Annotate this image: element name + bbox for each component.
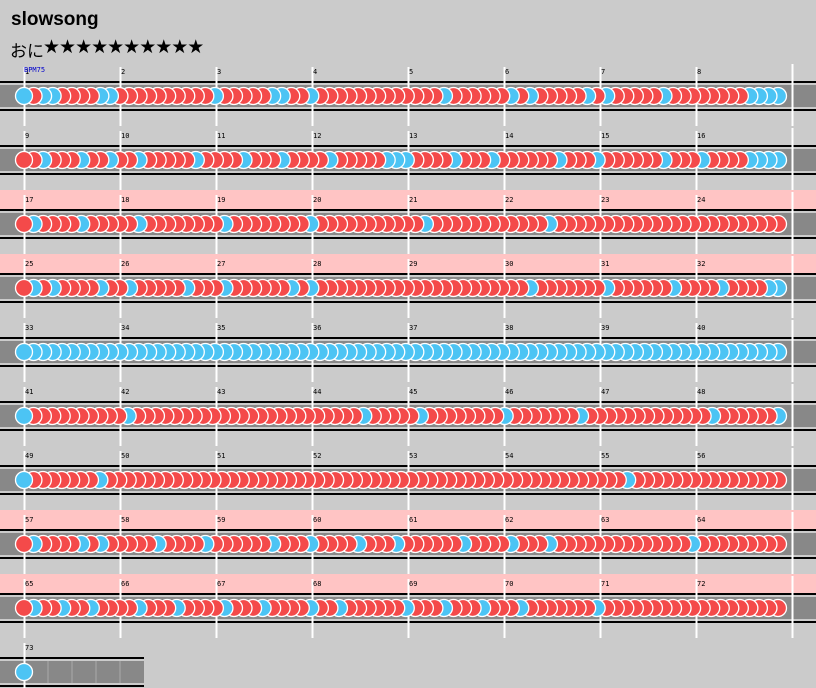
measure-number: 60 bbox=[313, 516, 321, 524]
don-note bbox=[14, 534, 34, 554]
ka-note bbox=[14, 470, 34, 490]
measure-number: 30 bbox=[505, 260, 513, 268]
measure-number: 51 bbox=[217, 452, 225, 460]
measure-number: 15 bbox=[601, 132, 609, 140]
measure-number: 32 bbox=[697, 260, 705, 268]
measure-number: 72 bbox=[697, 580, 705, 588]
bpm-label: BPM75 bbox=[24, 66, 45, 74]
measure-number: 28 bbox=[313, 260, 321, 268]
chart-row: 73 bbox=[0, 643, 144, 688]
measure-number: 29 bbox=[409, 260, 417, 268]
measure-number: 36 bbox=[313, 324, 321, 332]
measure-number: 44 bbox=[313, 388, 321, 396]
measure-number: 42 bbox=[121, 388, 129, 396]
measure-number: 37 bbox=[409, 324, 417, 332]
measure-number: 73 bbox=[25, 644, 33, 652]
measure-number: 14 bbox=[505, 132, 513, 140]
measure-number: 45 bbox=[409, 388, 417, 396]
measure-number: 10 bbox=[121, 132, 129, 140]
measure-number: 16 bbox=[697, 132, 705, 140]
don-note bbox=[14, 214, 34, 234]
measure-number: 71 bbox=[601, 580, 609, 588]
don-note bbox=[14, 150, 34, 170]
measure-number: 63 bbox=[601, 516, 609, 524]
measure-number: 12 bbox=[313, 132, 321, 140]
measure-number: 7 bbox=[601, 68, 605, 76]
chart-row: 41 42 43 44 45 46 47 48 bbox=[0, 384, 816, 446]
measure-number: 43 bbox=[217, 388, 225, 396]
ka-note bbox=[14, 406, 34, 426]
difficulty-stars: ★★★★★★★★★★ bbox=[43, 36, 204, 58]
measure-number: 57 bbox=[25, 516, 33, 524]
measure-number: 39 bbox=[601, 324, 609, 332]
measure-number: 68 bbox=[313, 580, 321, 588]
measure-number: 62 bbox=[505, 516, 513, 524]
measure-number: 6 bbox=[505, 68, 509, 76]
measure-number: 70 bbox=[505, 580, 513, 588]
chart-row: 33 34 35 36 37 38 39 40 bbox=[0, 320, 816, 382]
measure-number: 47 bbox=[601, 388, 609, 396]
measure-number: 34 bbox=[121, 324, 129, 332]
measure-number: 67 bbox=[217, 580, 225, 588]
ka-note bbox=[14, 342, 34, 362]
measure-number: 4 bbox=[313, 68, 317, 76]
measure-number: 2 bbox=[121, 68, 125, 76]
measure-number: 50 bbox=[121, 452, 129, 460]
measure-number: 56 bbox=[697, 452, 705, 460]
chart-row: 25 26 27 28 29 30 31 32 bbox=[0, 256, 816, 318]
measure-number: 49 bbox=[25, 452, 33, 460]
measure-number: 20 bbox=[313, 196, 321, 204]
measure-number: 66 bbox=[121, 580, 129, 588]
measure-number: 46 bbox=[505, 388, 513, 396]
measure-number: 26 bbox=[121, 260, 129, 268]
measure-number: 48 bbox=[697, 388, 705, 396]
measure-number: 5 bbox=[409, 68, 413, 76]
measure-number: 24 bbox=[697, 196, 705, 204]
measure-number: 18 bbox=[121, 196, 129, 204]
measure-number: 52 bbox=[313, 452, 321, 460]
chart-row: 49 50 51 52 53 54 55 56 bbox=[0, 448, 816, 529]
measure-number: 3 bbox=[217, 68, 221, 76]
don-note bbox=[14, 598, 34, 618]
measure-number: 25 bbox=[25, 260, 33, 268]
measure-number: 27 bbox=[217, 260, 225, 268]
measure-number: 31 bbox=[601, 260, 609, 268]
chart-row: 9 10 11 12 13 14 15 16 bbox=[0, 128, 816, 209]
difficulty-label: おに bbox=[10, 42, 44, 62]
measure-number: 54 bbox=[505, 452, 513, 460]
measure-number: 8 bbox=[697, 68, 701, 76]
measure-number: 61 bbox=[409, 516, 417, 524]
measure-number: 1 bbox=[25, 68, 29, 76]
ka-note bbox=[14, 662, 34, 682]
measure-number: 64 bbox=[697, 516, 705, 524]
measure-number: 17 bbox=[25, 196, 33, 204]
measure-number: 23 bbox=[601, 196, 609, 204]
measure-number: 13 bbox=[409, 132, 417, 140]
measure-number: 35 bbox=[217, 324, 225, 332]
measure-number: 53 bbox=[409, 452, 417, 460]
don-note bbox=[14, 278, 34, 298]
measure-number: 65 bbox=[25, 580, 33, 588]
measure-number: 9 bbox=[25, 132, 29, 140]
measure-number: 11 bbox=[217, 132, 225, 140]
measure-number: 59 bbox=[217, 516, 225, 524]
chart-row: 1 2 3 4 5 6 7 8 bbox=[0, 64, 816, 126]
measure-number: 55 bbox=[601, 452, 609, 460]
chart-row: 65 66 67 68 69 70 71 72 bbox=[0, 576, 816, 638]
measure-number: 69 bbox=[409, 580, 417, 588]
measure-number: 33 bbox=[25, 324, 33, 332]
measure-number: 41 bbox=[25, 388, 33, 396]
measure-number: 38 bbox=[505, 324, 513, 332]
measure-number: 58 bbox=[121, 516, 129, 524]
measure-number: 19 bbox=[217, 196, 225, 204]
song-title: slowsong bbox=[11, 9, 99, 30]
measure-number: 40 bbox=[697, 324, 705, 332]
measure-number: 22 bbox=[505, 196, 513, 204]
measure-number: 21 bbox=[409, 196, 417, 204]
ka-note bbox=[14, 86, 34, 106]
